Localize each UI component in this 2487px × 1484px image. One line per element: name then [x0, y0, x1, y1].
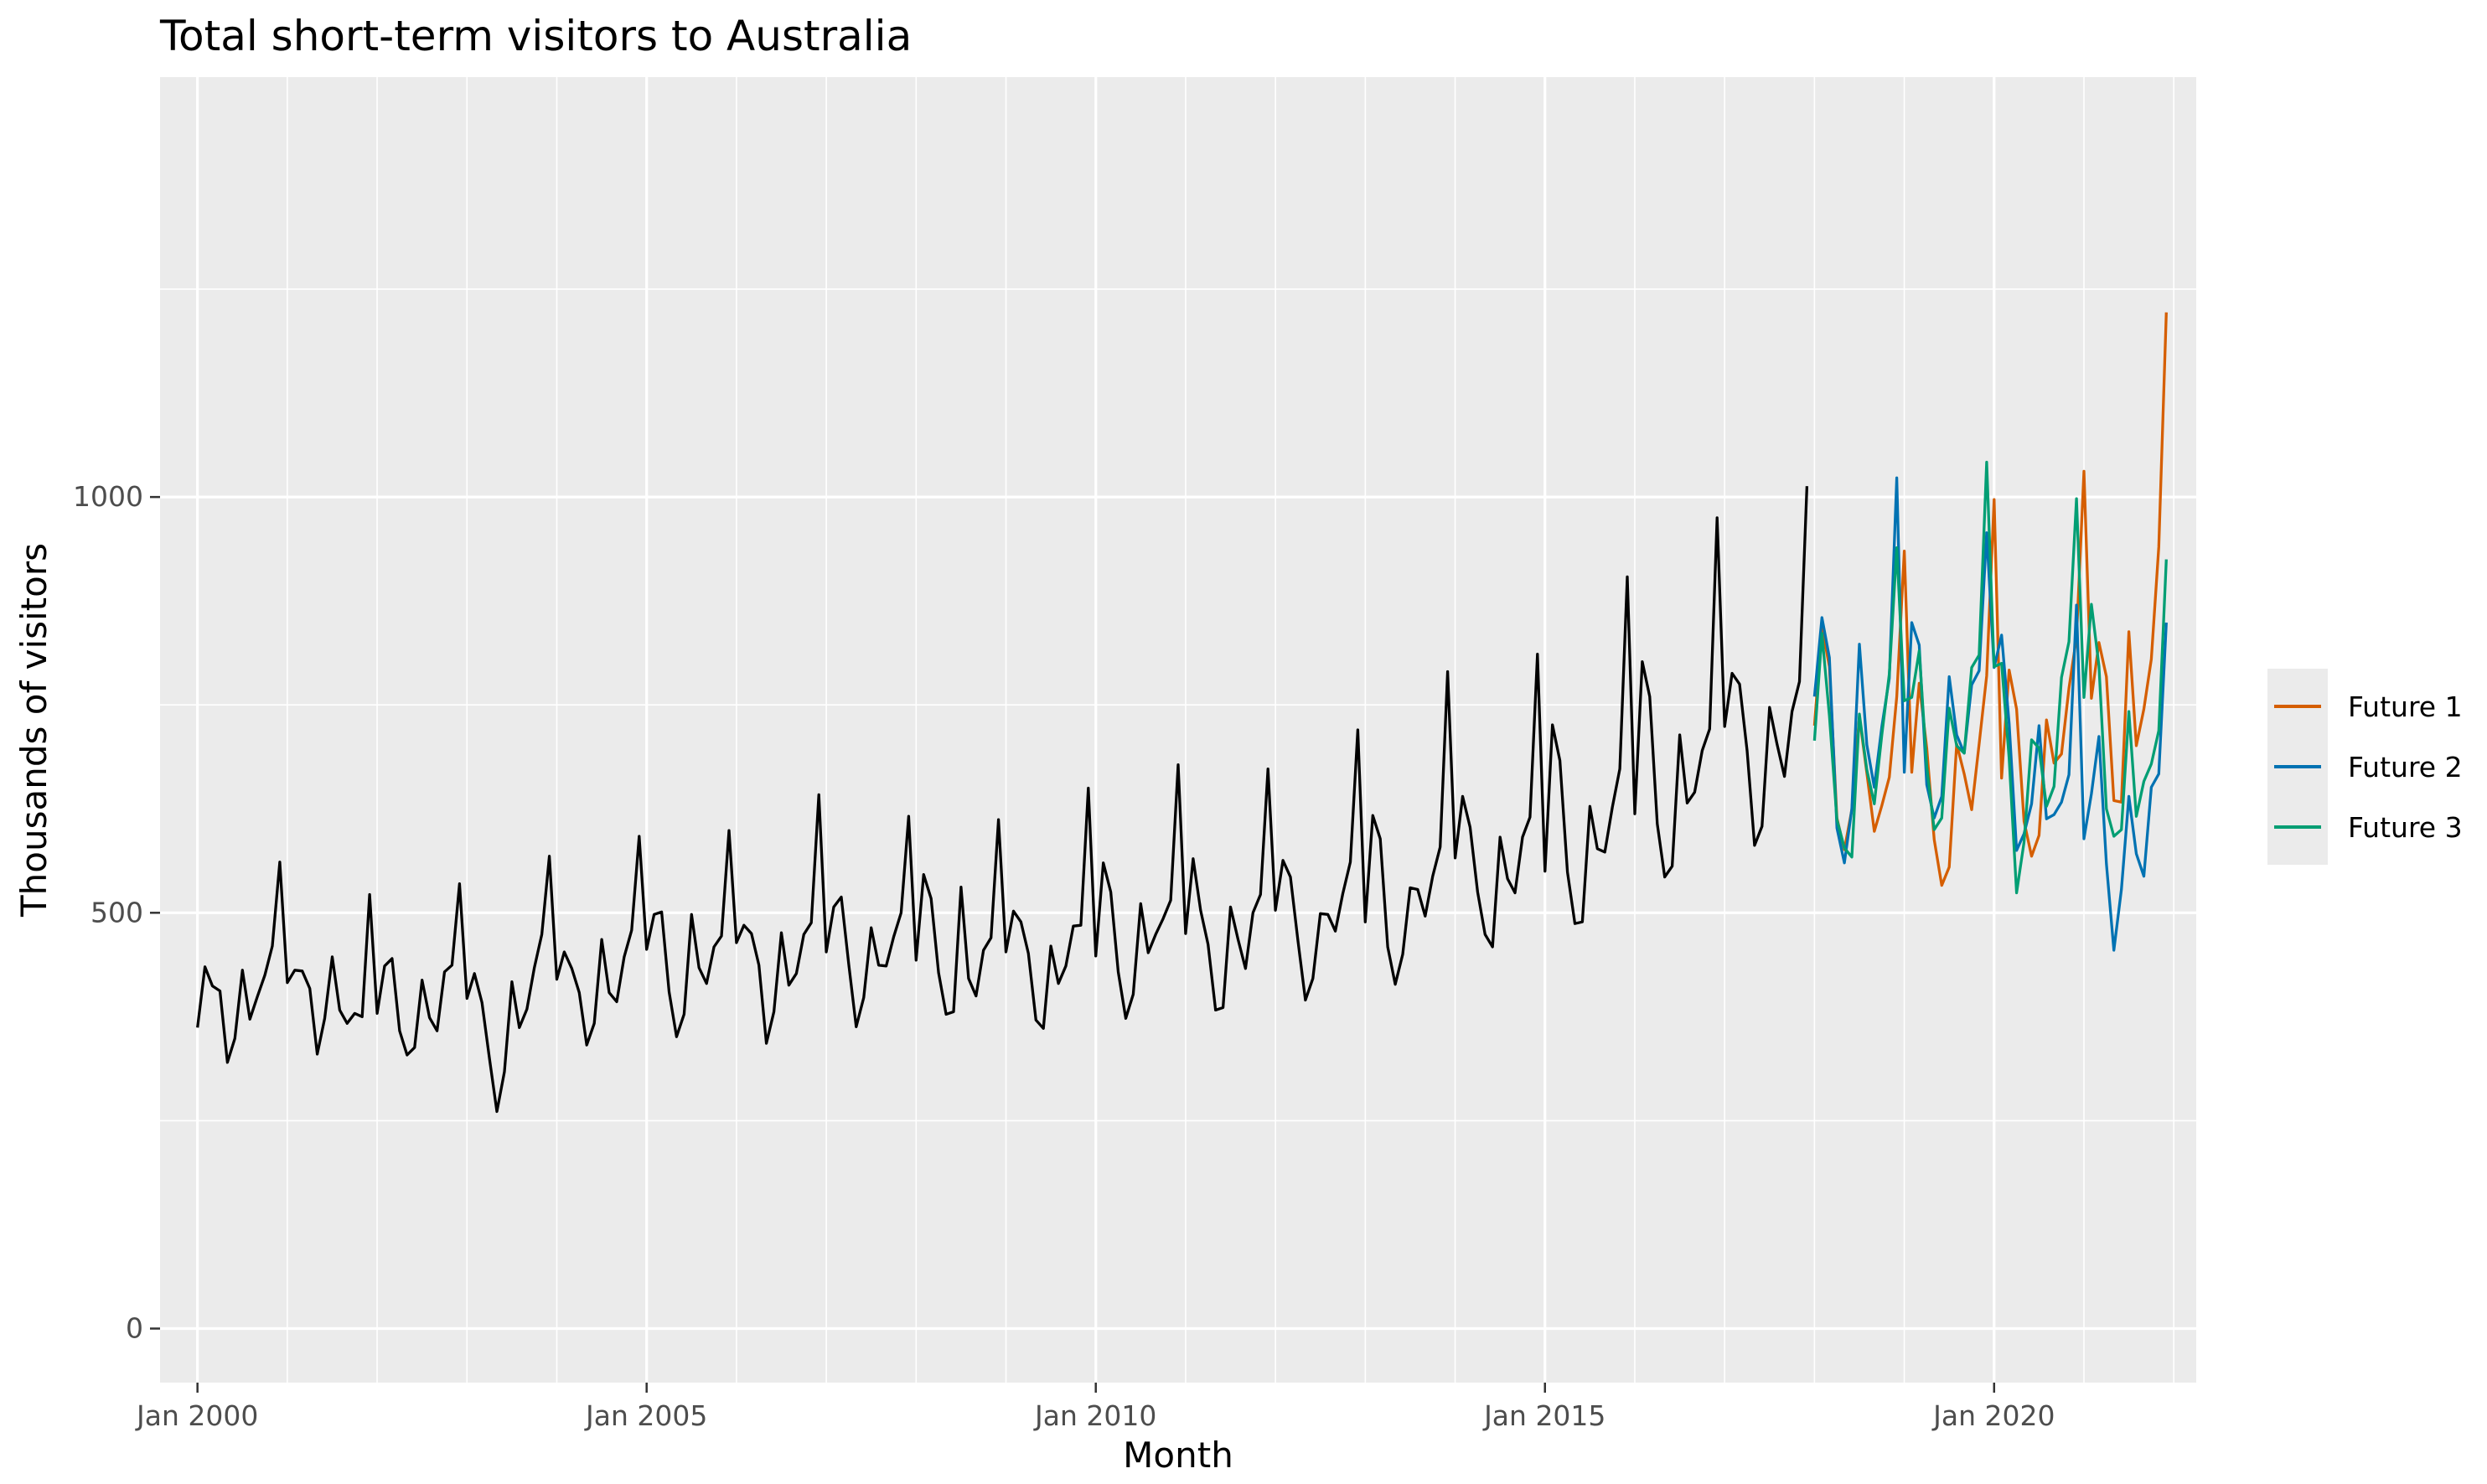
y-tick-label: 500 [90, 896, 143, 928]
x-tick-label: Jan 2010 [1033, 1399, 1156, 1432]
grid-major [160, 77, 2196, 1383]
legend-label-future-2: Future 2 [2348, 751, 2463, 783]
x-tick-label: Jan 2020 [1931, 1399, 2055, 1432]
x-tick-label: Jan 2015 [1482, 1399, 1605, 1432]
y-tick-label: 0 [126, 1311, 143, 1344]
legend-label-future-3: Future 3 [2348, 811, 2463, 844]
legend: Future 1 Future 2 Future 3 [2267, 669, 2463, 865]
y-axis-title: Thousands of visitors [13, 543, 54, 918]
chart-title: Total short-term visitors to Australia [159, 12, 912, 60]
y-axis: 0 500 1000 [73, 480, 160, 1344]
series-line-future-3 [1812, 460, 2168, 895]
x-tick-label: Jan 2000 [135, 1399, 258, 1432]
x-axis-title: Month [1123, 1435, 1233, 1476]
series-lines [196, 312, 2168, 1114]
legend-label-future-1: Future 1 [2348, 690, 2463, 723]
x-axis: Jan 2000 Jan 2005 Jan 2010 Jan 2015 Jan 2020 [135, 1383, 2055, 1432]
series-line-observed [196, 486, 1809, 1114]
panel-background [160, 77, 2196, 1383]
y-tick-label: 1000 [73, 480, 143, 513]
x-tick-label: Jan 2005 [584, 1399, 707, 1432]
